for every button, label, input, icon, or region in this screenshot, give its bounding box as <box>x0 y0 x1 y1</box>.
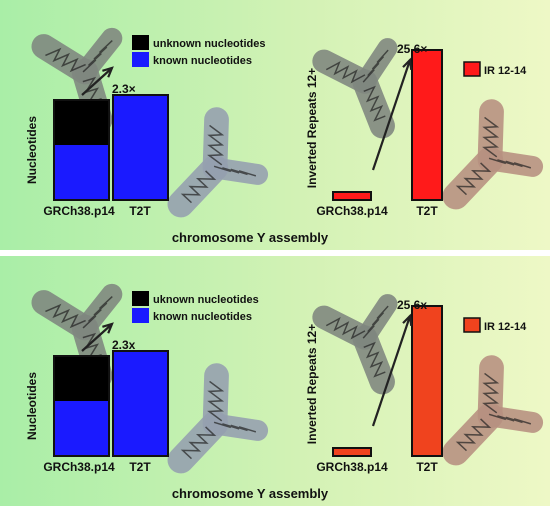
arrow-up-right-icon <box>371 313 413 427</box>
tick-label: GRCh38.p14 <box>316 460 388 474</box>
chromosome-icon <box>31 27 123 133</box>
bar-grch38-known <box>54 401 109 456</box>
legend-swatch <box>463 317 481 333</box>
bar-grch38-outline <box>53 99 110 201</box>
legend-swatch <box>463 61 481 77</box>
tick-label: GRCh38.p14 <box>43 204 115 218</box>
legend-label: uknown nucleotides <box>153 294 259 306</box>
panel-top: 2.3× GRCh38.p14 T2T Nucleotides unknown nucl… <box>0 0 550 250</box>
bar-t2t-known <box>112 94 169 201</box>
panel-divider <box>0 250 550 256</box>
legend-swatch <box>132 52 149 67</box>
bar-t2t-ir <box>411 49 443 201</box>
panel-bottom: 2.3x GRCh38.p14 T2T Nucleotides uknown nucle… <box>0 256 550 506</box>
bar-grch38-ir <box>332 447 372 457</box>
chromosome-icon <box>312 38 398 139</box>
annotation-label: 2.3× <box>112 82 136 96</box>
arrow-up-right-icon <box>371 57 413 171</box>
bar-grch38-outline <box>53 355 110 457</box>
arrow-up-right-icon <box>81 66 114 96</box>
chromosome-icon <box>442 355 544 466</box>
tick-label: T2T <box>416 204 438 218</box>
legend-label: IR 12-14 <box>484 65 527 77</box>
annotation-label: 2.3x <box>112 338 136 352</box>
legend-label: IR 12-14 <box>484 321 527 333</box>
legend-label: unknown nucleotides <box>153 38 265 50</box>
tick-label: T2T <box>129 460 151 474</box>
chromosome-icon <box>167 107 269 218</box>
panel-svg-0: 2.3× GRCh38.p14 T2T Nucleotides unknown nucl… <box>25 27 544 245</box>
legend-label: known nucleotides <box>153 55 252 67</box>
bar-t2t-known <box>112 350 169 457</box>
legend-swatch <box>132 308 149 323</box>
legend-swatch <box>132 35 149 50</box>
chromosome-icon <box>442 99 544 210</box>
y-axis-label: Nucleotides <box>25 116 39 184</box>
bar-grch38-ir <box>332 191 372 201</box>
bar-t2t-ir <box>411 305 443 457</box>
chromosome-icon <box>167 363 269 474</box>
panel-svg-1: 2.3x GRCh38.p14 T2T Nucleotides uknown nucle… <box>25 283 544 501</box>
bar-grch38-known <box>54 145 109 200</box>
tick-label: T2T <box>129 204 151 218</box>
legend-label: known nucleotides <box>153 311 252 323</box>
chromosome-icon <box>312 294 398 395</box>
tick-label: GRCh38.p14 <box>316 204 388 218</box>
y-axis-label: Inverted Repeats 12+ <box>305 68 319 188</box>
legend-swatch <box>132 291 149 306</box>
annotation-label: 25.6x <box>397 298 427 312</box>
tick-label: T2T <box>416 460 438 474</box>
y-axis-label: Inverted Repeats 12+ <box>305 324 319 444</box>
annotation-label: 25.6× <box>397 42 427 56</box>
bar-grch38-unknown <box>54 356 109 401</box>
figure-caption: chromosome Y assembly <box>172 230 329 245</box>
bar-grch38-unknown <box>54 100 109 145</box>
figure-caption: chromosome Y assembly <box>172 486 329 501</box>
arrow-up-right-icon <box>81 322 114 352</box>
y-axis-label: Nucleotides <box>25 372 39 440</box>
tick-label: GRCh38.p14 <box>43 460 115 474</box>
